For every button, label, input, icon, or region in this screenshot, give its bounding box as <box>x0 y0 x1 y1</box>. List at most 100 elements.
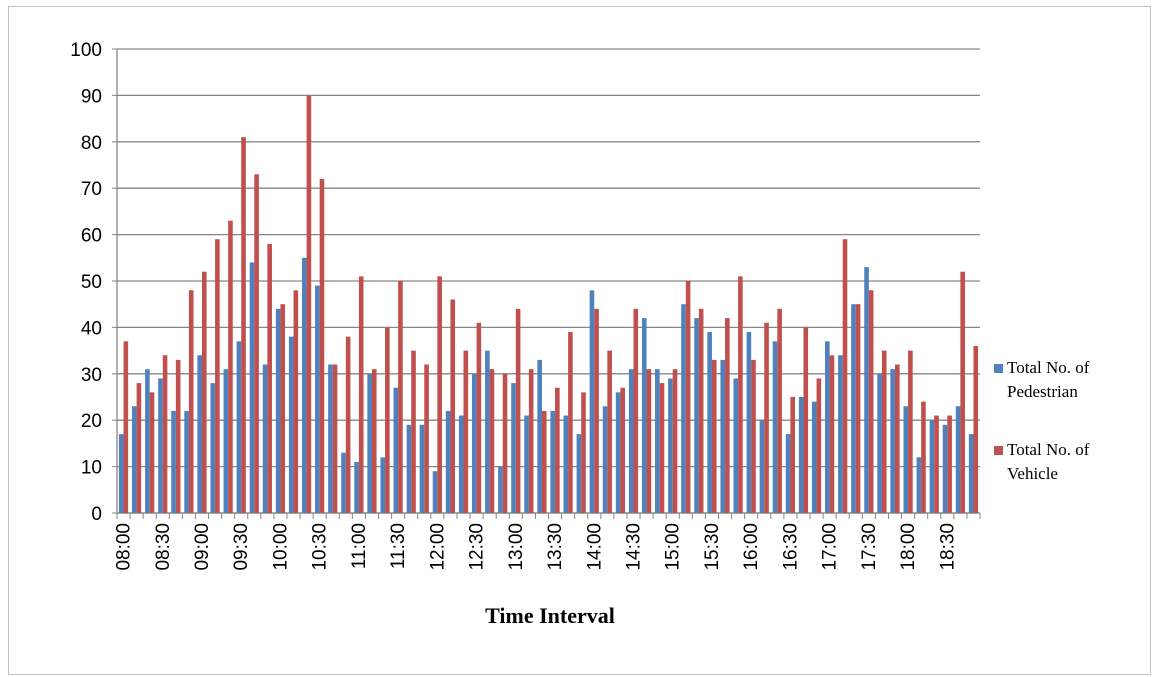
bar <box>864 267 869 513</box>
bar <box>759 420 765 513</box>
bar <box>960 271 965 513</box>
bar <box>132 406 137 513</box>
bar <box>620 387 626 513</box>
x-tick-label: 13:30 <box>545 523 566 571</box>
bar <box>615 392 621 513</box>
bar <box>424 364 429 513</box>
bar <box>550 410 556 513</box>
bar <box>419 424 425 513</box>
bar <box>158 378 163 513</box>
bar <box>367 373 372 513</box>
x-tick-label: 14:00 <box>584 523 605 571</box>
x-tick-label: 15:30 <box>702 523 723 571</box>
x-tick-label: 16:00 <box>741 523 762 571</box>
bar <box>825 341 830 513</box>
y-tick-label: 90 <box>81 86 102 107</box>
bar <box>432 471 438 513</box>
bar <box>908 350 913 513</box>
bar <box>790 397 796 513</box>
bar <box>785 434 791 513</box>
bar <box>694 318 699 513</box>
legend-swatch <box>994 364 1003 373</box>
bar <box>188 290 194 513</box>
bar <box>315 285 320 513</box>
bar <box>607 350 612 513</box>
bar <box>149 392 155 513</box>
bar <box>515 308 521 513</box>
bar <box>275 308 281 513</box>
bar <box>707 332 712 513</box>
bar <box>210 383 216 513</box>
bar <box>262 364 268 513</box>
bar <box>955 406 961 513</box>
y-tick-label: 50 <box>81 272 102 293</box>
bar <box>855 304 861 513</box>
bar <box>602 406 608 513</box>
bar <box>201 271 207 513</box>
x-tick-label: 11:00 <box>349 523 370 569</box>
x-tick-label: 18:00 <box>898 523 919 571</box>
y-tick-label: 30 <box>81 365 102 386</box>
bar <box>485 350 490 513</box>
bar <box>288 336 294 513</box>
bar <box>968 434 974 513</box>
bar <box>746 332 752 513</box>
bar <box>934 415 939 513</box>
bar <box>175 359 181 513</box>
bar <box>895 364 900 513</box>
x-axis-title: Time Interval <box>485 603 615 628</box>
x-tick-label: 12:30 <box>467 523 488 571</box>
bar <box>306 95 312 514</box>
legend-label: Total No. of Pedestrian <box>1007 358 1090 401</box>
bar <box>280 304 286 513</box>
bar <box>764 322 769 513</box>
bar <box>445 410 451 513</box>
y-tick-label: 0 <box>91 504 102 525</box>
bar <box>489 369 495 513</box>
bar <box>393 387 399 513</box>
bar <box>725 318 730 513</box>
bar <box>568 332 573 513</box>
bar <box>777 308 782 513</box>
bar <box>681 304 686 513</box>
bar <box>450 299 456 513</box>
bar <box>341 452 346 513</box>
bar <box>772 341 778 513</box>
bar <box>733 378 739 513</box>
bar <box>254 174 259 513</box>
bar <box>328 364 333 513</box>
y-tick-label: 70 <box>81 179 102 200</box>
bar <box>641 318 647 513</box>
bar <box>458 415 464 513</box>
bar <box>371 369 377 513</box>
bar <box>471 373 477 513</box>
x-tick-label: 17:30 <box>859 523 880 571</box>
bar <box>241 137 246 513</box>
x-tick-label: 11:30 <box>388 523 409 569</box>
bar <box>358 276 364 513</box>
bar <box>145 369 150 513</box>
bar <box>118 434 124 513</box>
bar <box>829 355 835 513</box>
bar <box>215 239 220 514</box>
bar <box>738 276 743 513</box>
x-tick-label: 17:00 <box>820 523 841 571</box>
bar <box>842 239 848 514</box>
bar <box>502 373 508 513</box>
y-tick-label: 10 <box>81 458 102 479</box>
bar <box>476 322 482 513</box>
bar <box>385 327 390 513</box>
bar <box>947 415 952 513</box>
y-tick-label: 80 <box>81 133 102 154</box>
bar <box>633 308 639 513</box>
bar <box>890 369 896 513</box>
bar <box>537 359 542 513</box>
bar <box>267 243 272 513</box>
bar <box>594 308 599 513</box>
bar <box>668 378 673 513</box>
bar <box>301 257 307 513</box>
x-tick-label: 18:30 <box>937 523 958 571</box>
bar <box>973 345 979 513</box>
bar <box>223 369 229 513</box>
bar <box>816 378 822 513</box>
